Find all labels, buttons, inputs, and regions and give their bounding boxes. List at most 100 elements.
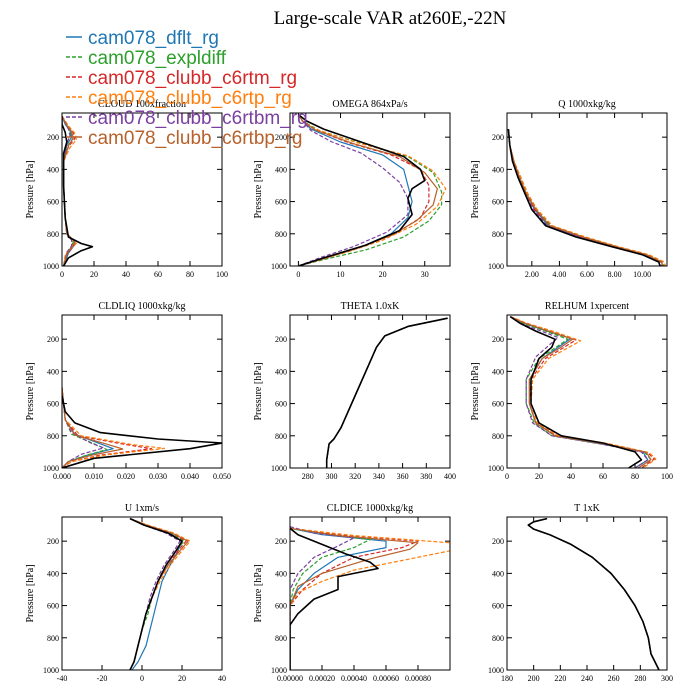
series-line-7 [297, 113, 426, 266]
y-tick-label: 800 [492, 432, 504, 441]
series-line-2 [527, 518, 660, 670]
x-tick-label: 20 [379, 270, 387, 279]
y-tick-label: 800 [492, 634, 504, 643]
x-tick-label: 0 [60, 270, 64, 279]
y-tick-label: 1000 [271, 464, 287, 473]
x-tick-label: 0.030 [149, 472, 167, 481]
series-line-4 [62, 115, 78, 266]
series-line-3 [326, 317, 448, 468]
x-tick-label: 40 [567, 472, 575, 481]
y-axis-label: Pressure [hPa] [253, 362, 264, 420]
y-tick-label: 1000 [488, 262, 504, 271]
y-axis-label: Pressure [hPa] [470, 362, 481, 420]
x-tick-label: 10.00 [633, 270, 651, 279]
y-tick-label: 600 [47, 198, 59, 207]
y-tick-label: 400 [47, 165, 59, 174]
y-tick-label: 400 [275, 165, 287, 174]
series-line-6 [297, 114, 438, 266]
y-tick-label: 600 [275, 400, 287, 409]
series-line-6 [290, 527, 419, 670]
y-axis-label: Pressure [hPa] [253, 160, 264, 218]
series-lines [507, 129, 667, 266]
y-tick-label: 600 [492, 400, 504, 409]
series-line-7 [62, 395, 222, 468]
y-tick-label: 200 [492, 537, 504, 546]
legend-label: cam078_dflt_rg [88, 28, 219, 49]
y-tick-label: 800 [492, 230, 504, 239]
series-line-1 [527, 518, 660, 670]
y-tick-label: 200 [275, 537, 287, 546]
series-line-3 [527, 518, 660, 670]
panel-title: CLDICE 1000xkg/kg [327, 503, 413, 514]
y-axis-label: Pressure [hPa] [25, 362, 36, 420]
x-tick-label: 60 [599, 472, 607, 481]
y-tick-label: 200 [47, 537, 59, 546]
series-lines [325, 317, 448, 468]
legend-label: cam078_expldiff [88, 48, 227, 69]
x-tick-label: 0.050 [213, 472, 231, 481]
x-tick-label: 260 [608, 674, 620, 683]
y-tick-label: 600 [275, 198, 287, 207]
x-tick-label: 0.020 [117, 472, 135, 481]
series-line-1 [297, 114, 413, 266]
y-tick-label: 200 [47, 133, 59, 142]
y-tick-label: 200 [492, 335, 504, 344]
series-line-1 [290, 527, 387, 670]
y-tick-label: 1000 [271, 262, 287, 271]
series-line-1 [326, 317, 448, 468]
series-line-4 [507, 129, 667, 266]
panel-1: CLOUD 100xfraction Pressure [hPa] 200 400 60… [25, 99, 228, 279]
x-tick-label: 6.00 [580, 270, 594, 279]
x-tick-label: 280 [634, 674, 646, 683]
y-tick-label: 800 [47, 230, 59, 239]
y-tick-label: 200 [275, 133, 287, 142]
y-tick-label: 600 [492, 198, 504, 207]
plot-frame [506, 516, 668, 671]
panel-title: THETA 1.0xK [341, 301, 400, 312]
legend-label: cam078_clubb_c6rtm_rg [88, 68, 297, 89]
y-tick-label: 800 [275, 230, 287, 239]
panel-8: CLDICE 1000xkg/kg Pressure [hPa] 200 400 600… [253, 503, 451, 683]
series-lines [62, 115, 94, 266]
y-tick-label: 400 [47, 569, 59, 578]
series-line-2 [326, 317, 448, 468]
x-tick-label: 300 [661, 674, 673, 683]
series-line-4 [527, 518, 660, 670]
legend-label: cam078_clubb_c6rtbp_rg [88, 128, 302, 149]
x-tick-label: 0 [140, 674, 144, 683]
y-tick-label: 1000 [43, 464, 59, 473]
series-lines [509, 315, 657, 468]
x-tick-label: 0.00040 [341, 674, 367, 683]
x-tick-label: 4.00 [552, 270, 566, 279]
x-tick-label: 8.00 [608, 270, 622, 279]
legend-label: cam078_clubb_c6rtp_rg [88, 88, 292, 109]
series-line-6 [527, 518, 660, 670]
x-tick-label: 400 [444, 472, 456, 481]
x-tick-label: 380 [420, 472, 432, 481]
x-tick-label: 300 [325, 472, 337, 481]
plot-frame [61, 516, 223, 671]
y-axis-label: Pressure [hPa] [25, 160, 36, 218]
panel-title: RELHUM 1xpercent [545, 301, 629, 312]
y-axis-label: Pressure [hPa] [253, 564, 264, 622]
y-tick-label: 400 [275, 367, 287, 376]
panel-title: U 1xm/s [125, 503, 159, 514]
series-line-3 [290, 527, 419, 670]
plot-frame [289, 314, 451, 469]
x-tick-label: 0 [296, 270, 300, 279]
y-tick-label: 400 [492, 569, 504, 578]
figure-title: Large-scale VAR at260E,-22N [274, 8, 507, 29]
x-tick-label: 360 [397, 472, 409, 481]
series-lines [290, 526, 450, 670]
panel-title: CLOUD 100xfraction [98, 99, 186, 110]
x-tick-label: 0 [505, 472, 509, 481]
series-line-5 [297, 114, 409, 266]
series-line-7 [325, 317, 448, 468]
x-tick-label: 0.040 [181, 472, 199, 481]
series-line-7 [507, 129, 661, 266]
series-line-4 [62, 387, 165, 468]
series-lines [62, 387, 222, 468]
series-line-7 [527, 517, 660, 670]
